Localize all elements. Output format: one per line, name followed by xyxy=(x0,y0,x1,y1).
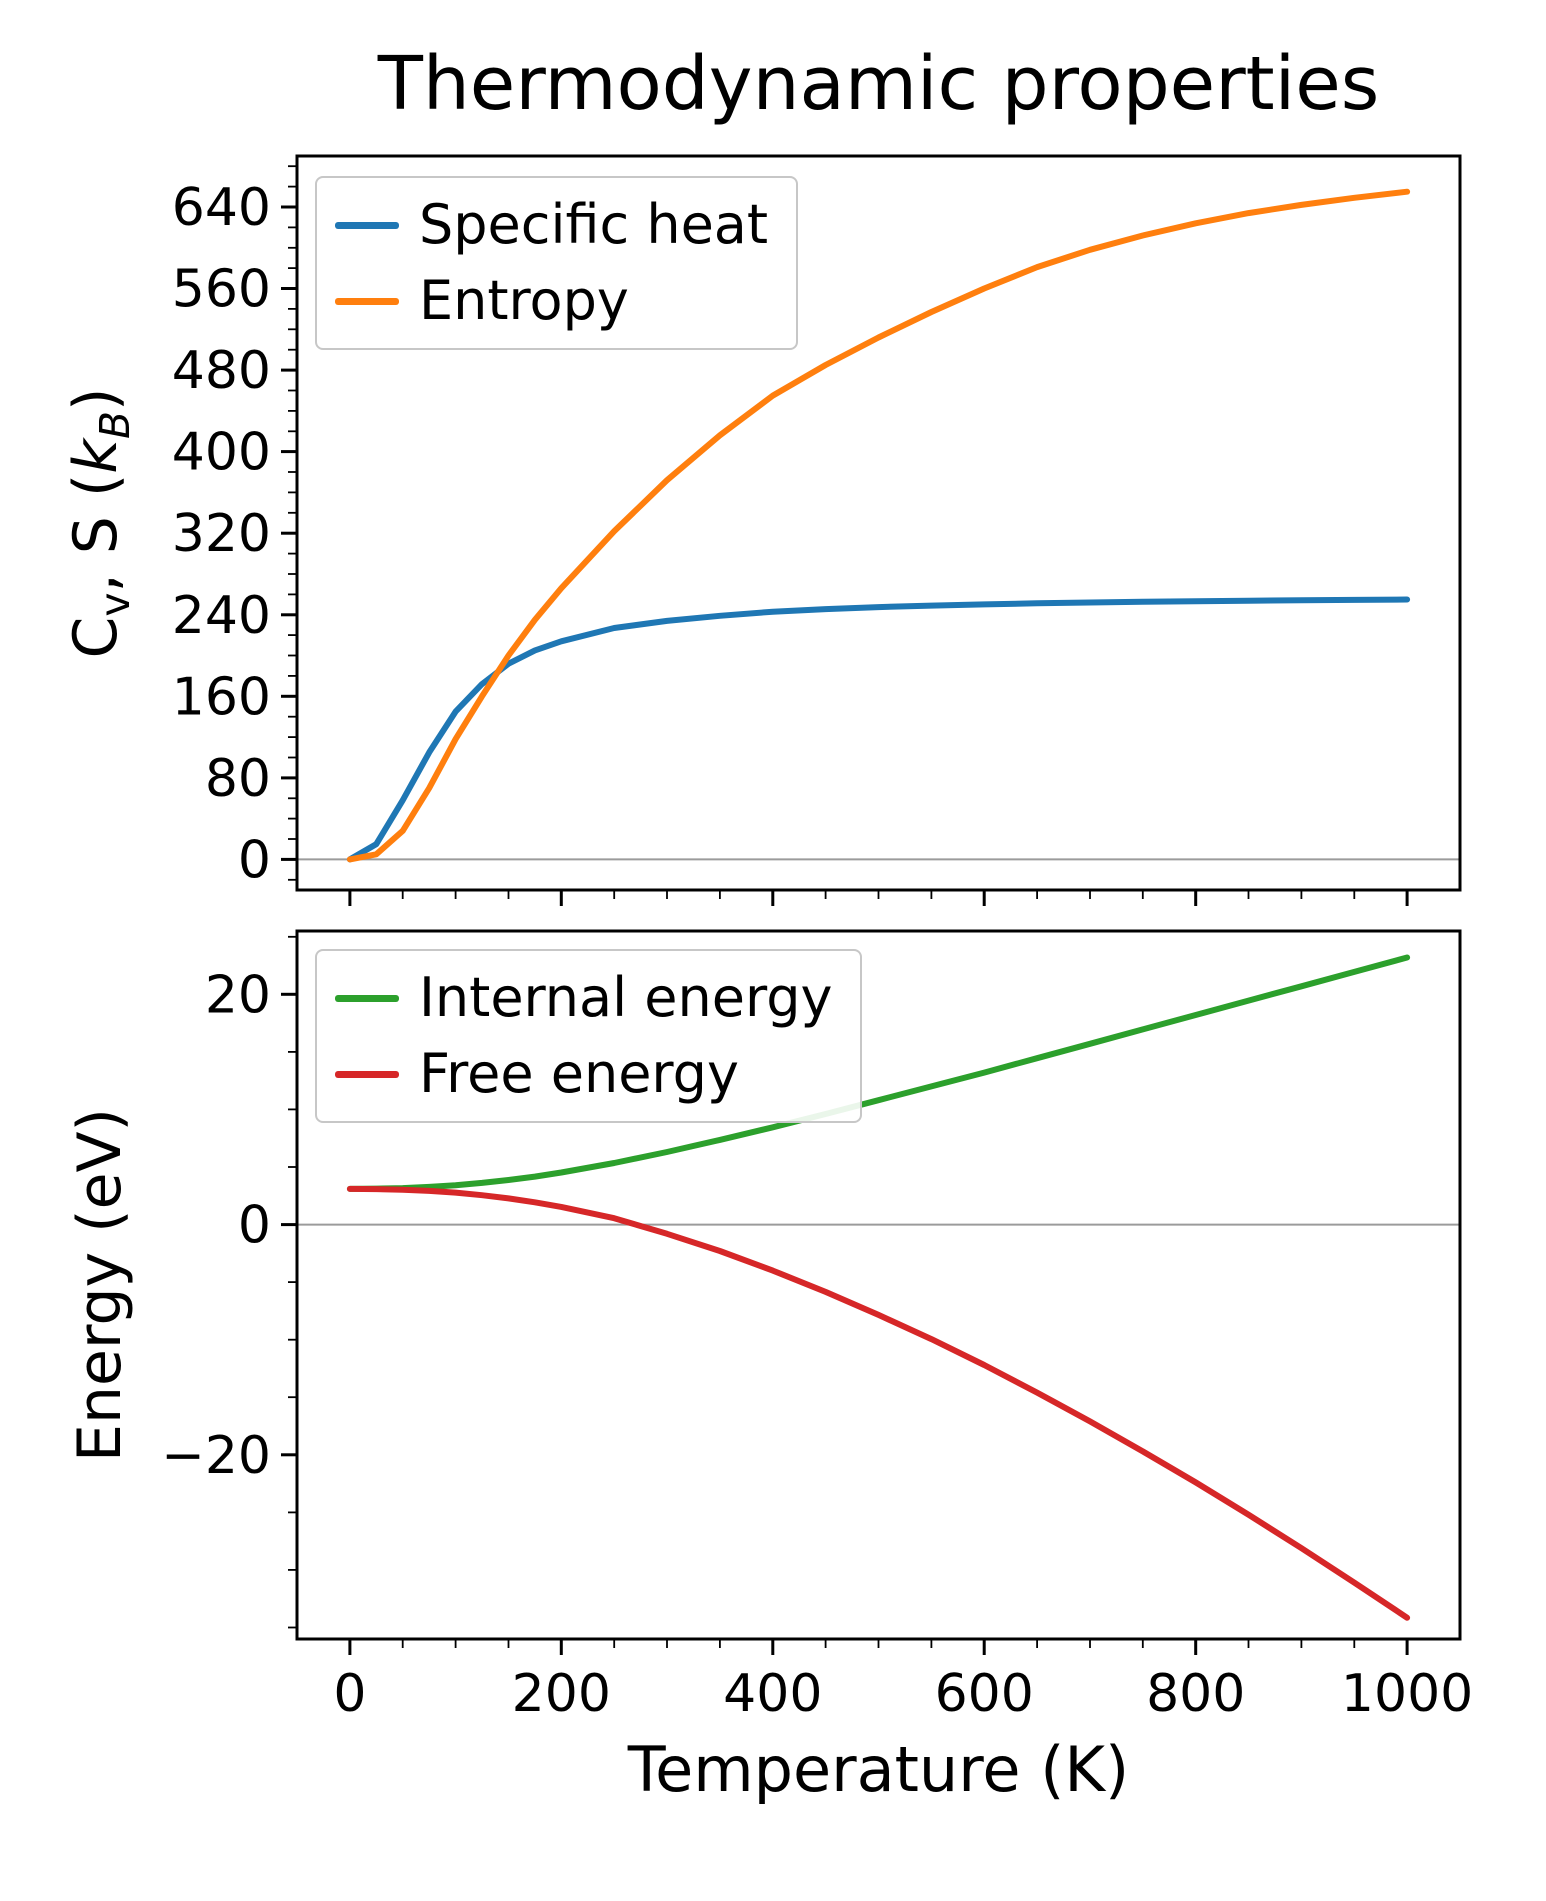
y-tick-label: 320 xyxy=(172,504,271,564)
y-tick-label: 0 xyxy=(238,1196,271,1256)
y-axis-label-part: B xyxy=(91,410,139,439)
y-tick-label: 20 xyxy=(205,965,271,1025)
series-line-specific-heat xyxy=(346,596,1411,863)
x-tick-label: 800 xyxy=(1146,1664,1245,1724)
legend-entry: Entropy xyxy=(335,269,768,333)
y-tick-label: 80 xyxy=(205,749,271,809)
y-axis-label-part: k xyxy=(61,438,131,474)
series-line-free-energy xyxy=(346,1185,1411,1621)
y-tick-label: −20 xyxy=(161,1426,271,1486)
x-tick-label: 200 xyxy=(512,1664,611,1724)
legend-label: Entropy xyxy=(419,269,629,333)
legend-line-swatch xyxy=(335,1070,399,1078)
legend-label: Specific heat xyxy=(419,193,769,256)
y-tick-label: 480 xyxy=(172,341,271,401)
legend-line-swatch xyxy=(335,297,399,305)
legend-bottom-plot: Internal energy Free energy xyxy=(315,949,863,1124)
x-tick-label: 400 xyxy=(723,1664,822,1724)
y-axis-label-energy: Energy (eV) xyxy=(65,1108,135,1462)
y-tick-label: 560 xyxy=(172,260,271,320)
y-axis-label-cv-s: Cv, S (kB) xyxy=(61,388,139,659)
y-tick-label: 0 xyxy=(238,830,271,890)
y-axis-label-part: C xyxy=(61,616,131,659)
legend-entry: Specific heat xyxy=(335,193,769,256)
legend-label: Free energy xyxy=(419,1042,739,1106)
y-tick-label: 160 xyxy=(172,667,271,727)
legend-line-swatch xyxy=(335,221,399,229)
y-axis-label-part: , S ( xyxy=(61,473,131,593)
legend-line-swatch xyxy=(335,994,399,1002)
y-tick-label: 400 xyxy=(172,423,271,483)
legend-entry: Internal energy xyxy=(335,966,833,1029)
y-axis-label-part: v xyxy=(91,592,139,617)
series-line-internal-energy xyxy=(346,954,1411,1192)
x-tick-label: 0 xyxy=(333,1664,366,1724)
y-tick-label: 240 xyxy=(172,586,271,646)
legend-entry: Free energy xyxy=(335,1042,832,1106)
x-tick-label: 1000 xyxy=(1341,1664,1473,1724)
series-line-entropy xyxy=(346,188,1411,863)
x-axis-label: Temperature (K) xyxy=(627,1733,1130,1806)
subplot-0: 0 80 160 240 320 400 480 560 640 xyxy=(172,154,1462,906)
chart-title: Thermodynamic properties xyxy=(377,41,1380,127)
legend-top-plot: Specific heat Entropy xyxy=(315,176,799,351)
y-axis-label-part: ) xyxy=(61,387,131,411)
x-tick-label: 600 xyxy=(935,1664,1034,1724)
y-tick-label: 640 xyxy=(172,178,271,238)
legend-label: Internal energy xyxy=(419,966,833,1029)
